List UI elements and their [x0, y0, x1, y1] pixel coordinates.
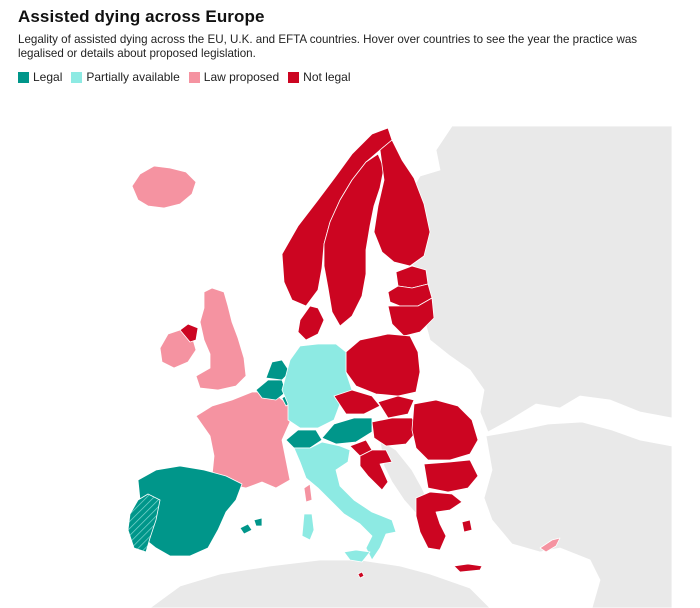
country-poland[interactable] — [345, 333, 421, 397]
country-finland[interactable] — [373, 139, 431, 267]
legend-swatch-notlegal — [288, 71, 300, 83]
legend-item-notlegal[interactable]: Not legal — [288, 70, 351, 84]
legend-swatch-proposed — [188, 71, 200, 83]
legend-item-proposed[interactable]: Law proposed — [188, 70, 280, 84]
legend-swatch-legal — [18, 71, 29, 83]
country-germany[interactable] — [281, 343, 353, 429]
background-land — [149, 125, 673, 608]
legend-label-legal: Legal — [33, 70, 63, 84]
country-spain-balearics-2[interactable] — [253, 517, 263, 527]
country-greece[interactable] — [415, 491, 463, 551]
country-czechia[interactable] — [333, 389, 381, 415]
country-croatia[interactable] — [359, 449, 393, 491]
legend-item-legal[interactable]: Legal — [18, 70, 62, 84]
country-france-corsica[interactable] — [303, 483, 313, 503]
country-portugal[interactable] — [127, 493, 161, 553]
chart-title: Assisted dying across Europe — [18, 7, 265, 26]
country-italy-sardinia[interactable] — [301, 513, 315, 541]
chart-subtitle: Legality of assisted dying across the EU… — [18, 33, 638, 60]
legend-item-partial[interactable]: Partially available — [71, 70, 180, 84]
country-sweden[interactable] — [323, 153, 385, 327]
country-spain-balearics[interactable] — [239, 523, 253, 535]
country-greece-islands[interactable] — [461, 519, 473, 533]
legend-label-proposed: Law proposed — [203, 70, 280, 84]
country-iceland[interactable] — [131, 165, 197, 209]
country-northern-ireland[interactable] — [179, 323, 199, 343]
country-malta[interactable] — [357, 571, 365, 579]
legend-swatch-partial — [71, 71, 83, 83]
legend-label-partial: Partially available — [86, 70, 180, 84]
country-bulgaria[interactable] — [423, 459, 479, 493]
country-greece-crete[interactable] — [453, 563, 483, 573]
legend: Legal Partially available Law proposed N… — [18, 70, 360, 84]
legend-label-notlegal: Not legal — [303, 70, 351, 84]
country-united-kingdom[interactable] — [195, 287, 247, 391]
country-hungary[interactable] — [371, 417, 419, 447]
country-estonia[interactable] — [395, 265, 429, 289]
country-slovakia[interactable] — [377, 395, 415, 419]
country-italy-sicily[interactable] — [343, 549, 371, 563]
country-romania[interactable] — [411, 399, 479, 461]
country-denmark[interactable] — [297, 305, 325, 341]
country-lithuania[interactable] — [387, 297, 435, 337]
country-italy[interactable] — [293, 441, 397, 561]
country-cyprus[interactable] — [539, 537, 561, 553]
country-ireland[interactable] — [159, 329, 197, 369]
country-netherlands[interactable] — [265, 359, 291, 381]
